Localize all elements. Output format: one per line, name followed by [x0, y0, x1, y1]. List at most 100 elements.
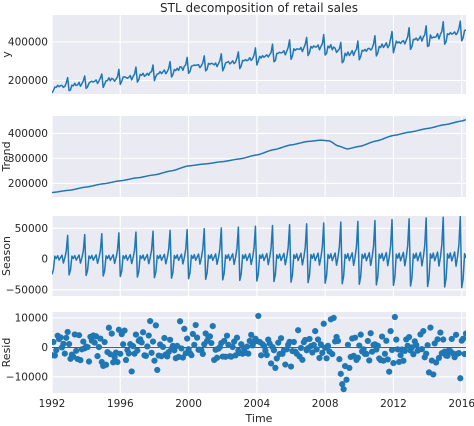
- resid-point: [440, 336, 447, 343]
- resid-point: [420, 327, 427, 335]
- resid-point: [448, 335, 455, 343]
- resid-point: [166, 336, 174, 343]
- resid-point: [363, 350, 370, 357]
- y-tick-label: 200000: [8, 178, 48, 190]
- resid-point: [386, 368, 393, 375]
- resid-point: [80, 338, 87, 345]
- resid-point: [343, 376, 350, 383]
- resid-point: [60, 340, 67, 347]
- panel-resid: 1992 1996 2000 2004 2008 2012 2016 −10000 0 10000…: [0, 312, 474, 410]
- resid-point: [384, 356, 391, 363]
- resid-point: [117, 350, 124, 357]
- resid-point: [75, 332, 83, 339]
- resid-point: [356, 342, 363, 349]
- resid-point: [401, 347, 408, 355]
- resid-point: [364, 337, 371, 345]
- resid-point: [85, 358, 93, 365]
- series-line-season: [52, 216, 466, 289]
- resid-point: [323, 355, 330, 362]
- resid-point: [319, 349, 326, 356]
- resid-point: [63, 334, 70, 341]
- resid-point: [354, 354, 361, 361]
- resid-point: [272, 364, 279, 371]
- resid-point: [129, 343, 137, 350]
- resid-point: [223, 332, 231, 339]
- resid-point: [115, 326, 122, 333]
- resid-point: [367, 330, 374, 337]
- resid-point: [94, 353, 101, 360]
- resid-point: [330, 314, 337, 321]
- resid-point: [151, 357, 158, 364]
- resid-point: [152, 322, 159, 329]
- resid-point: [336, 356, 343, 363]
- resid-point: [142, 352, 149, 359]
- resid-point: [95, 344, 103, 351]
- panel-observed: 200000 400000 y: [0, 15, 466, 94]
- resid-point: [159, 343, 167, 351]
- resid-point: [148, 349, 155, 356]
- resid-point: [297, 344, 305, 352]
- resid-point: [221, 337, 228, 345]
- chart-title: STL decomposition of retail sales: [160, 1, 358, 15]
- resid-point: [455, 349, 462, 357]
- resid-point: [128, 368, 135, 375]
- resid-point: [209, 323, 216, 330]
- resid-point: [295, 327, 302, 334]
- resid-point: [405, 333, 413, 341]
- resid-point: [418, 346, 425, 353]
- resid-point: [316, 354, 323, 362]
- resid-point: [394, 346, 401, 353]
- resid-point: [188, 352, 195, 359]
- resid-point: [191, 341, 198, 348]
- resid-point: [65, 340, 73, 348]
- panel-background-observed: [52, 15, 466, 94]
- x-tick-label: 2012: [380, 398, 407, 410]
- y-tick-label: 200000: [8, 75, 48, 87]
- resid-point: [184, 335, 191, 342]
- resid-point: [413, 341, 420, 349]
- resid-point: [444, 352, 451, 359]
- resid-point: [233, 334, 241, 341]
- y-tick-label: 400000: [8, 36, 48, 48]
- resid-point: [383, 337, 390, 344]
- resid-point: [102, 361, 110, 368]
- resid-point: [61, 350, 68, 357]
- resid-point: [337, 370, 344, 377]
- resid-point: [132, 331, 140, 338]
- resid-point: [452, 331, 460, 338]
- resid-point: [181, 325, 188, 332]
- resid-point: [125, 350, 132, 357]
- resid-point: [388, 346, 396, 354]
- resid-point: [275, 339, 282, 346]
- resid-point: [64, 328, 71, 336]
- resid-points: [52, 312, 466, 393]
- resid-point: [120, 341, 127, 348]
- resid-point: [52, 338, 57, 346]
- resid-point: [208, 339, 215, 347]
- y-tick-label: 400000: [8, 128, 48, 140]
- panel-background-trend: [52, 116, 466, 197]
- y-tick-label: −10000: [6, 371, 48, 383]
- y-tick-label: 300000: [8, 153, 48, 165]
- resid-point: [312, 328, 319, 335]
- resid-point: [213, 354, 221, 361]
- resid-point: [270, 347, 278, 354]
- x-tick-label: 2000: [175, 398, 202, 410]
- y-tick-label: 0: [41, 254, 48, 266]
- resid-point: [171, 347, 178, 354]
- resid-point: [462, 330, 466, 337]
- resid-point: [324, 342, 332, 349]
- resid-point: [149, 338, 157, 345]
- resid-point: [73, 347, 80, 354]
- y-axis-label-season: Season: [0, 236, 13, 276]
- resid-point: [313, 346, 320, 353]
- resid-point: [273, 355, 280, 362]
- resid-point: [267, 360, 275, 367]
- resid-point: [437, 329, 444, 336]
- resid-point: [397, 352, 404, 359]
- resid-point: [194, 334, 201, 341]
- resid-point: [387, 328, 394, 335]
- y-axis-label-observed: y: [0, 51, 13, 58]
